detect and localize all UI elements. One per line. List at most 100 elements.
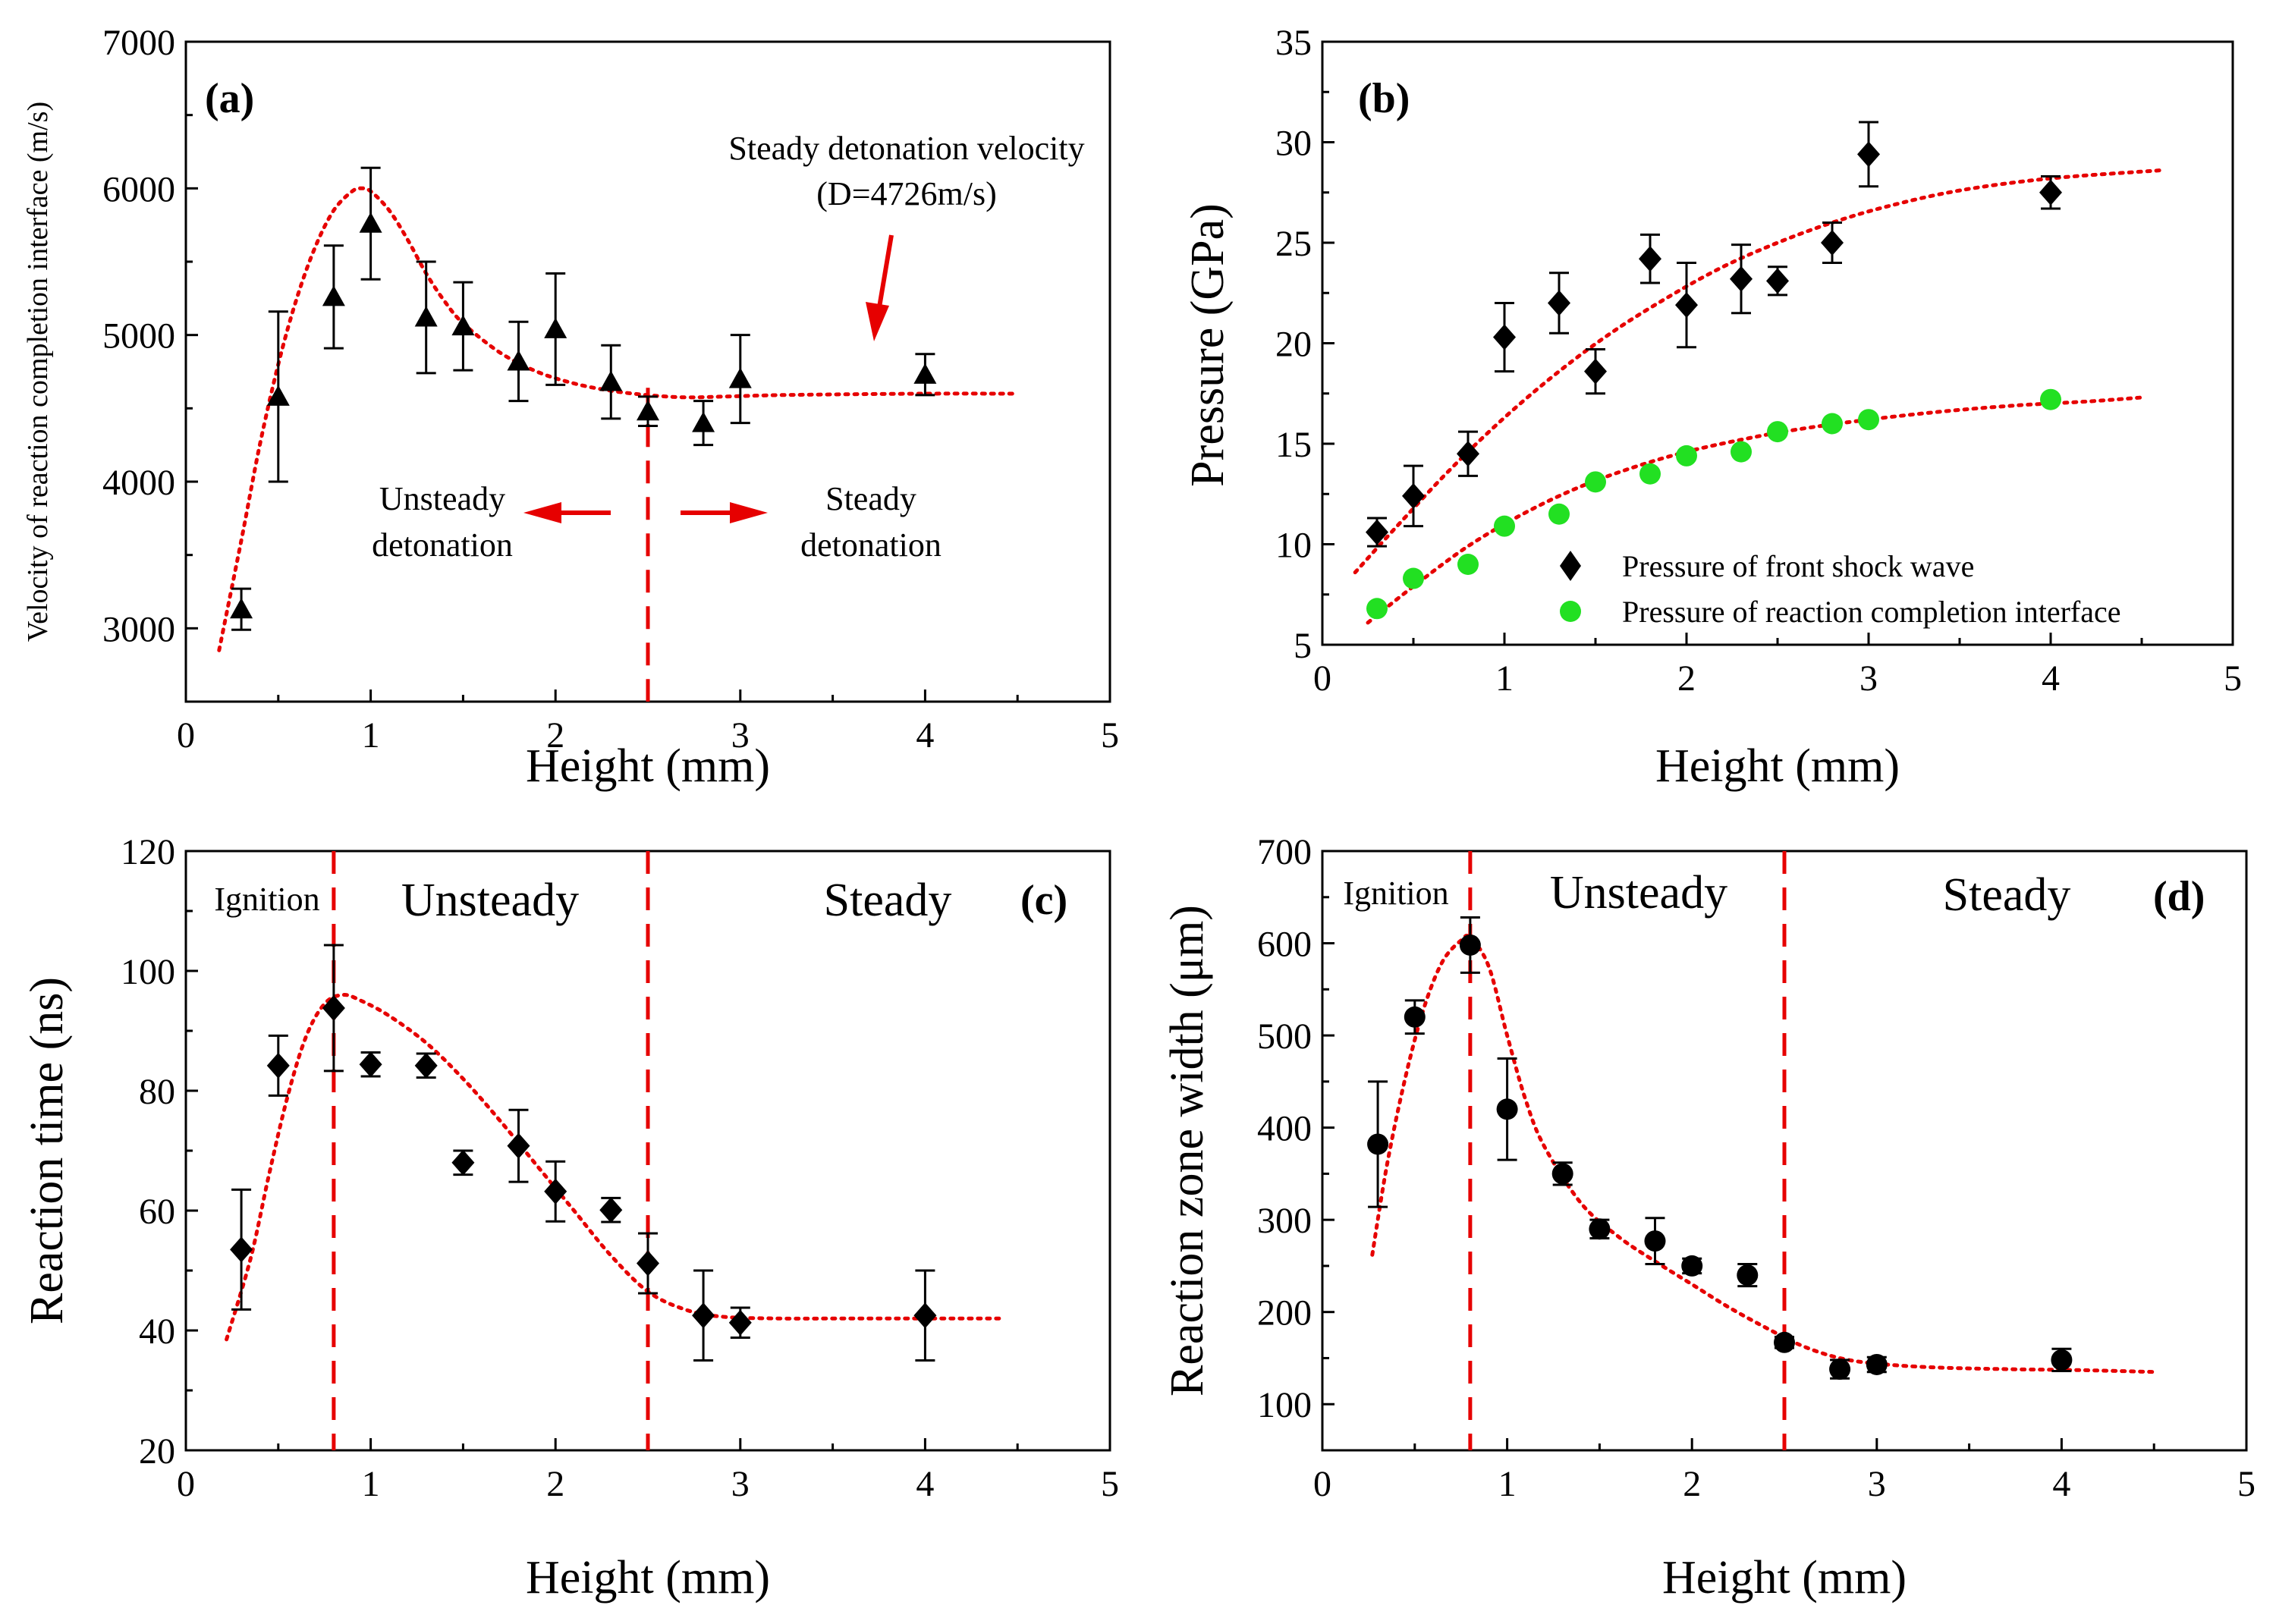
panel-b-data-point (1675, 292, 1698, 319)
panel-c-data-point (507, 1132, 530, 1159)
panel-c-data-point (599, 1197, 623, 1223)
panel-a-anno-unsteady-2: detonation (372, 526, 513, 564)
panel-a-data-point (728, 367, 752, 388)
panel-a-anno-unsteady-1: Unsteady (379, 480, 505, 517)
panel-a-anno-steady-velocity-value: (D=4726m/s) (816, 175, 996, 212)
panel-d-xtick-label: 1 (1498, 1464, 1517, 1504)
panel-b-xtick-label: 4 (2042, 658, 2060, 699)
panel-a-arrow-down (877, 234, 894, 308)
panel-d-ytick-label: 100 (1257, 1385, 1312, 1425)
panel-d-ylabel: Reaction zone width (μm) (1162, 905, 1213, 1396)
panel-b-ytick-label: 20 (1275, 325, 1312, 365)
panel-d-data-point (1866, 1353, 1888, 1375)
panel-d-ytick-label: 200 (1257, 1293, 1312, 1333)
panel-c-data-point (322, 994, 345, 1021)
panel-b-xtick-label: 3 (1859, 658, 1878, 699)
panel-b-data-point (1822, 413, 1843, 435)
panel-b-data-point (1585, 471, 1606, 493)
panel-c-xlabel: Height (mm) (526, 1552, 770, 1604)
panel-b-ylabel: Pressure (GPa) (1182, 203, 1234, 487)
panel-c-ytick-label: 100 (121, 952, 175, 992)
panel-a-ylabel: Velocity of reaction completion interfac… (22, 102, 54, 642)
panel-d-data-point (1589, 1218, 1611, 1240)
panel-b-fit-curve (1353, 168, 2162, 575)
panel-c-data-point (728, 1309, 752, 1336)
panel-c-chart: 0 1 2 3 4 5 20 40 60 80 100 120 (c) Height (mm) Rea… (21, 832, 1119, 1604)
panel-d-anno-unsteady: Unsteady (1550, 867, 1727, 919)
panel-d-ytick-label: 700 (1257, 832, 1312, 872)
panel-d-data-point (1829, 1359, 1851, 1381)
panel-a-arrow-right-head (730, 502, 768, 523)
panel-c-ytick-label: 20 (139, 1431, 175, 1472)
panel-b-xtick-label: 0 (1313, 658, 1331, 699)
panel-b-ytick-label: 10 (1275, 526, 1312, 566)
panel-a-data-point (637, 400, 659, 421)
panel-b-data-point (1493, 324, 1516, 350)
panel-b-data-point (1639, 246, 1661, 272)
panel-d-data-point (1551, 1163, 1573, 1185)
panel-b-data-point (1858, 409, 1879, 431)
panel-c-ytick-label: 120 (121, 832, 175, 872)
panel-d-data-point (1496, 1098, 1518, 1120)
panel-a-arrows (523, 234, 894, 523)
panel-c-label: (c) (1020, 877, 1067, 924)
legend-label-front-shock: Pressure of front shock wave (1622, 549, 1974, 583)
panel-c-xtick-label: 4 (916, 1464, 934, 1504)
panel-a-data-point (230, 598, 253, 619)
panel-c-data-point (692, 1302, 715, 1329)
legend-marker-completion-interface (1560, 601, 1581, 622)
panel-b-data-point (1366, 598, 1388, 620)
panel-b-data-point (1584, 358, 1607, 385)
panel-c-data-point (230, 1236, 253, 1263)
panel-a-xlabel: Height (mm) (526, 740, 770, 792)
panel-b-legend: Pressure of front shock wave Pressure of… (1560, 549, 2121, 629)
panel-d-data-point (1774, 1331, 1795, 1353)
panel-c-data-point (414, 1052, 438, 1079)
panel-c-ytick-label: 60 (139, 1192, 175, 1232)
panel-b-chart: 0 1 2 3 4 5 5 10 15 20 25 30 35 (b) Height (mm) Pres… (1182, 23, 2242, 792)
panel-d-ytick-label: 300 (1257, 1201, 1312, 1241)
panel-c-data-point (637, 1250, 659, 1277)
panel-b-ytick-label: 25 (1275, 224, 1312, 264)
panel-a-data-point (692, 411, 715, 432)
panel-d-data-point (2051, 1349, 2073, 1371)
panel-b-data-point (1457, 554, 1479, 575)
panel-b-xtick-label: 2 (1677, 658, 1696, 699)
panel-a-chart: 0 1 2 3 4 5 3000 4000 5000 6000 7000 (a) Height (m… (22, 23, 1119, 792)
panel-b-data-point (1731, 441, 1752, 463)
panel-a-ytick-label: 4000 (102, 463, 175, 503)
panel-c-xtick-label: 2 (546, 1464, 564, 1504)
panel-d-anno-steady: Steady (1943, 869, 2071, 921)
panel-c-xtick-label: 0 (177, 1464, 195, 1504)
panel-a-data-point (359, 212, 382, 233)
panel-a-data-point (913, 363, 937, 384)
panel-c-data-point (266, 1052, 290, 1079)
panel-d-data-point (1367, 1133, 1389, 1155)
panel-b-xtick-label: 1 (1495, 658, 1514, 699)
panel-d-data-point (1459, 934, 1481, 956)
panel-d-xtick-label: 2 (1683, 1464, 1701, 1504)
panel-b-data-point (2039, 179, 2062, 206)
panel-c-anno-steady: Steady (824, 875, 952, 926)
panel-b-data-point (1403, 567, 1424, 589)
panel-a-arrow-down-head (866, 302, 889, 341)
panel-c-anno-ignition: Ignition (214, 881, 319, 918)
panel-c-anno-unsteady: Unsteady (401, 875, 579, 926)
panel-a-xtick-label: 5 (1101, 715, 1119, 755)
panel-b-xtick-label: 5 (2224, 658, 2242, 699)
panel-a-label: (a) (205, 75, 254, 122)
panel-b-data-point (1676, 444, 1697, 466)
panel-d-ytick-label: 500 (1257, 1016, 1312, 1057)
panel-a-data-point (599, 370, 623, 391)
panel-d-xtick-label: 4 (2052, 1464, 2070, 1504)
panel-a-data-point (322, 285, 345, 306)
panel-c-ytick-label: 80 (139, 1072, 175, 1112)
panel-b-data-point (1402, 482, 1425, 509)
panel-a-ytick-label: 5000 (102, 316, 175, 357)
panel-c-data-point (451, 1149, 475, 1176)
panel-a-ytick-label: 3000 (102, 609, 175, 649)
panel-b-data-point (1821, 230, 1844, 256)
panel-a-xtick-label: 1 (362, 715, 380, 755)
panel-c-xtick-label: 5 (1101, 1464, 1119, 1504)
panel-c-ylabel: Reaction time (ns) (21, 977, 73, 1324)
